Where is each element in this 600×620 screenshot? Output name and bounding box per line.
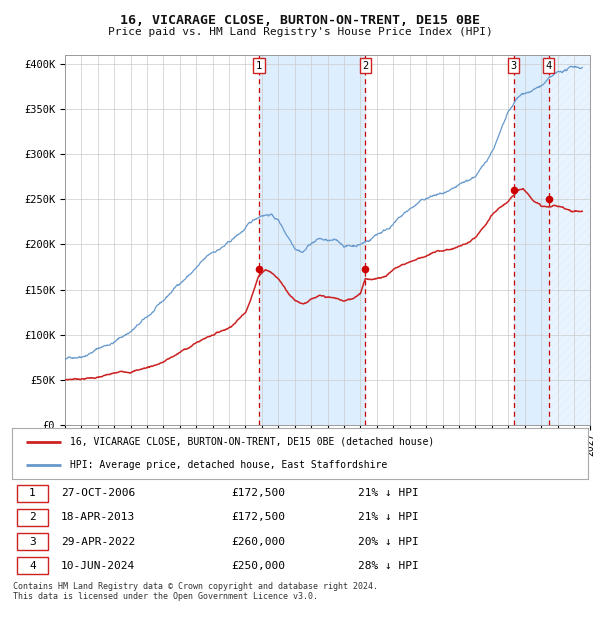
Text: £250,000: £250,000 — [231, 560, 285, 571]
Text: 29-APR-2022: 29-APR-2022 — [61, 536, 135, 547]
Bar — [514, 55, 548, 425]
Text: 4: 4 — [545, 61, 551, 71]
Text: 10-JUN-2024: 10-JUN-2024 — [61, 560, 135, 571]
Text: £260,000: £260,000 — [231, 536, 285, 547]
Text: 20% ↓ HPI: 20% ↓ HPI — [358, 536, 418, 547]
Text: 18-APR-2013: 18-APR-2013 — [61, 512, 135, 523]
Bar — [17, 557, 48, 575]
Text: Price paid vs. HM Land Registry's House Price Index (HPI): Price paid vs. HM Land Registry's House … — [107, 27, 493, 37]
Bar — [17, 533, 48, 551]
Text: £172,500: £172,500 — [231, 488, 285, 498]
Text: 1: 1 — [29, 488, 36, 498]
Text: 3: 3 — [511, 61, 517, 71]
Text: 21% ↓ HPI: 21% ↓ HPI — [358, 512, 418, 523]
Text: 2: 2 — [29, 512, 36, 523]
Text: Contains HM Land Registry data © Crown copyright and database right 2024.
This d: Contains HM Land Registry data © Crown c… — [13, 582, 378, 601]
Text: 2: 2 — [362, 61, 368, 71]
Bar — [17, 508, 48, 526]
Text: 21% ↓ HPI: 21% ↓ HPI — [358, 488, 418, 498]
Bar — [259, 55, 365, 425]
Text: 3: 3 — [29, 536, 36, 547]
Text: 1: 1 — [256, 61, 262, 71]
Text: HPI: Average price, detached house, East Staffordshire: HPI: Average price, detached house, East… — [70, 460, 387, 470]
Text: £172,500: £172,500 — [231, 512, 285, 523]
Text: 28% ↓ HPI: 28% ↓ HPI — [358, 560, 418, 571]
Text: 27-OCT-2006: 27-OCT-2006 — [61, 488, 135, 498]
Text: 16, VICARAGE CLOSE, BURTON-ON-TRENT, DE15 0BE: 16, VICARAGE CLOSE, BURTON-ON-TRENT, DE1… — [120, 14, 480, 27]
Bar — [548, 55, 590, 425]
Text: 16, VICARAGE CLOSE, BURTON-ON-TRENT, DE15 0BE (detached house): 16, VICARAGE CLOSE, BURTON-ON-TRENT, DE1… — [70, 436, 434, 446]
Text: 4: 4 — [29, 560, 36, 571]
Bar — [17, 484, 48, 502]
